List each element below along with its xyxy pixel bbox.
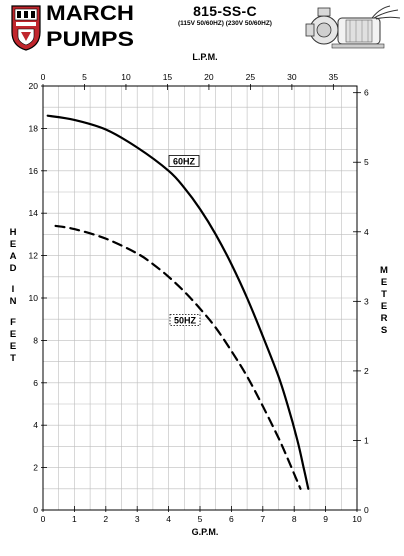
- x-tick-label: 3: [135, 514, 140, 524]
- x-tick-label: 0: [41, 514, 46, 524]
- brand-line1: MARCH: [46, 2, 134, 25]
- y-tick-label: 16: [29, 166, 39, 176]
- right-label-char: S: [380, 325, 388, 336]
- left-label-char: F: [10, 317, 16, 328]
- y2-tick-label: 0: [364, 505, 369, 515]
- y-tick-label: 12: [29, 251, 39, 261]
- voltage-subtitle: (115V 50/60HZ) (230V 50/60HZ): [178, 20, 272, 27]
- series-line-60hz: [46, 114, 310, 490]
- y2-tick-label: 6: [364, 88, 369, 98]
- x2-tick-label: 15: [163, 72, 173, 82]
- right-label-char: E: [380, 301, 388, 312]
- pump-illustration-icon: [305, 5, 401, 49]
- right-label-char: T: [381, 289, 387, 300]
- x-tick-label: 6: [229, 514, 234, 524]
- series-label: 50HZ: [174, 316, 197, 326]
- right-label-char: R: [380, 313, 388, 324]
- right-label-char: M: [380, 265, 388, 276]
- y2-tick-label: 1: [364, 435, 369, 445]
- y2-tick-label: 3: [364, 296, 369, 306]
- x-tick-label: 7: [260, 514, 265, 524]
- y-tick-label: 8: [33, 335, 38, 345]
- y-tick-label: 2: [33, 463, 38, 473]
- x-tick-label: 5: [198, 514, 203, 524]
- crest-icon: [11, 5, 41, 51]
- y-tick-label: 10: [29, 293, 39, 303]
- left-label-char: H: [9, 227, 17, 238]
- y-tick-label: 18: [29, 123, 39, 133]
- model-title: 815-SS-C: [193, 3, 257, 19]
- x-tick-label: 9: [323, 514, 328, 524]
- left-label-char: A: [9, 251, 17, 262]
- x-tick-label: 1: [72, 514, 77, 524]
- y-tick-label: 0: [33, 505, 38, 515]
- x2-tick-label: 25: [246, 72, 256, 82]
- left-label-char: E: [9, 239, 17, 250]
- bottom-axis-title: G.P.M.: [191, 527, 219, 537]
- y2-tick-label: 4: [364, 227, 369, 237]
- x-tick-label: 4: [166, 514, 171, 524]
- right-label-char: E: [380, 277, 388, 288]
- series-label-box: [169, 314, 201, 326]
- y-tick-label: 4: [33, 420, 38, 430]
- x2-tick-label: 10: [121, 72, 131, 82]
- x2-tick-label: 0: [41, 72, 46, 82]
- x-tick-label: 2: [103, 514, 108, 524]
- x2-tick-label: 35: [329, 72, 339, 82]
- left-label-char: I: [11, 284, 15, 295]
- left-label-char: E: [9, 341, 17, 352]
- left-label-char: D: [9, 263, 17, 274]
- x2-tick-label: 20: [204, 72, 214, 82]
- series-label: 60HZ: [173, 157, 196, 167]
- series-line-50hz: [54, 224, 302, 490]
- march-pumps-logo: MARCH PUMPS: [11, 2, 134, 51]
- x-tick-label: 8: [292, 514, 297, 524]
- y2-tick-label: 5: [364, 157, 369, 167]
- header: MARCH PUMPS 815-SS-C (115V 50/60HZ) (230…: [0, 0, 404, 56]
- y-tick-label: 6: [33, 378, 38, 388]
- left-label-char: N: [9, 296, 17, 307]
- y-tick-label: 20: [29, 81, 39, 91]
- left-label-char: E: [9, 329, 17, 340]
- top-axis-title: L.P.M.: [192, 52, 218, 62]
- left-label-char: T: [10, 353, 16, 364]
- x2-tick-label: 5: [82, 72, 87, 82]
- x2-tick-label: 30: [287, 72, 297, 82]
- y2-tick-label: 2: [364, 366, 369, 376]
- y-tick-label: 14: [29, 208, 39, 218]
- x-tick-label: 10: [352, 514, 362, 524]
- series-label-box: [168, 155, 200, 167]
- brand-line2: PUMPS: [46, 28, 134, 51]
